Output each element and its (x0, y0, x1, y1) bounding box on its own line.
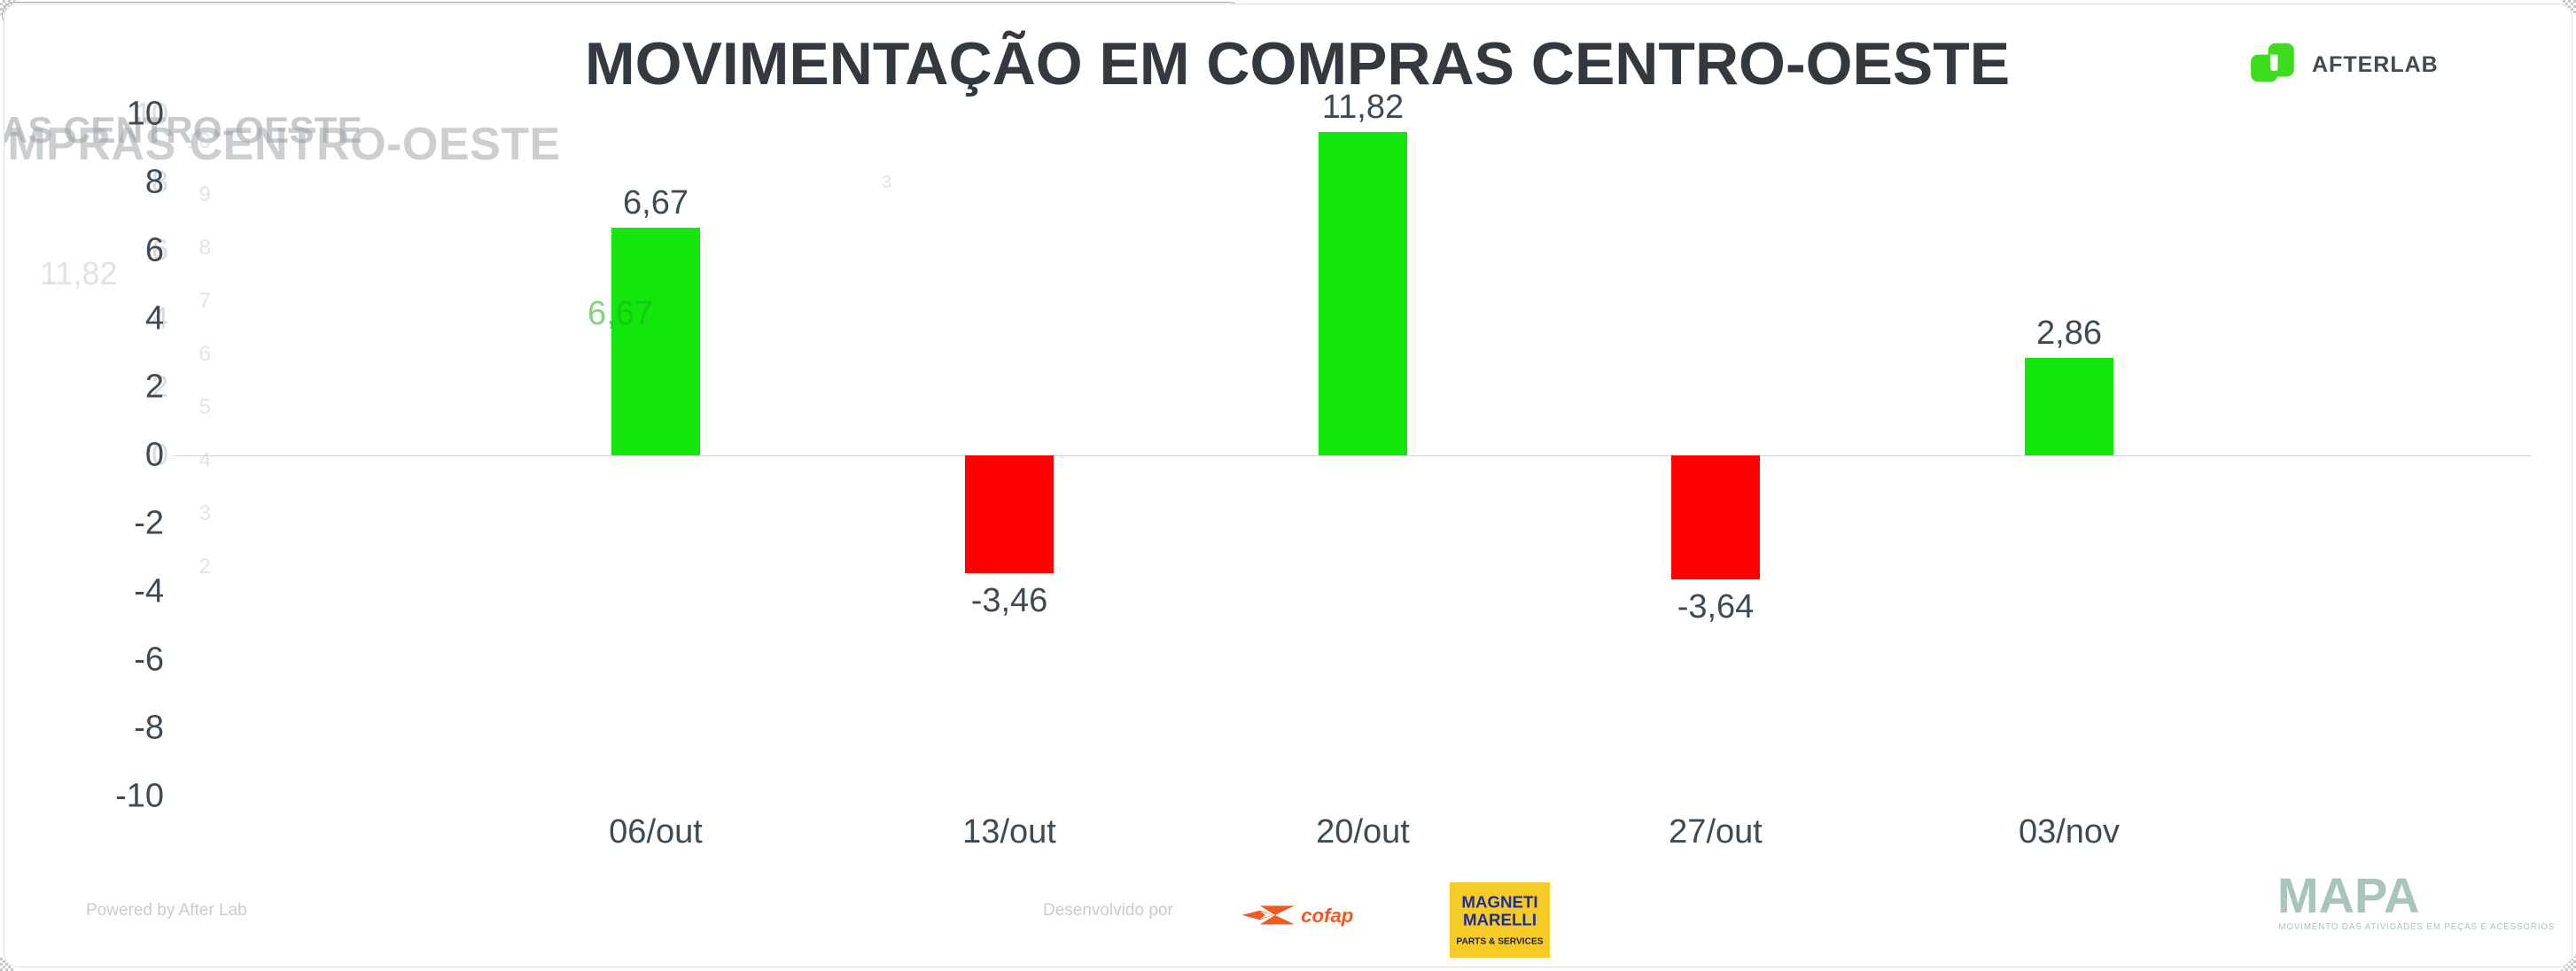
svg-text:MOVIMENTO DAS ATIVIDADES EM PE: MOVIMENTO DAS ATIVIDADES EM PEÇAS E ACES… (2278, 922, 2555, 932)
svg-text:MARELLI: MARELLI (1463, 911, 1537, 929)
svg-text:MAGNETI: MAGNETI (1461, 892, 1537, 911)
svg-text:MAPA: MAPA (2277, 868, 2420, 923)
svg-text:PARTS & SERVICES: PARTS & SERVICES (1456, 937, 1543, 947)
svg-text:cofap: cofap (1301, 905, 1353, 927)
